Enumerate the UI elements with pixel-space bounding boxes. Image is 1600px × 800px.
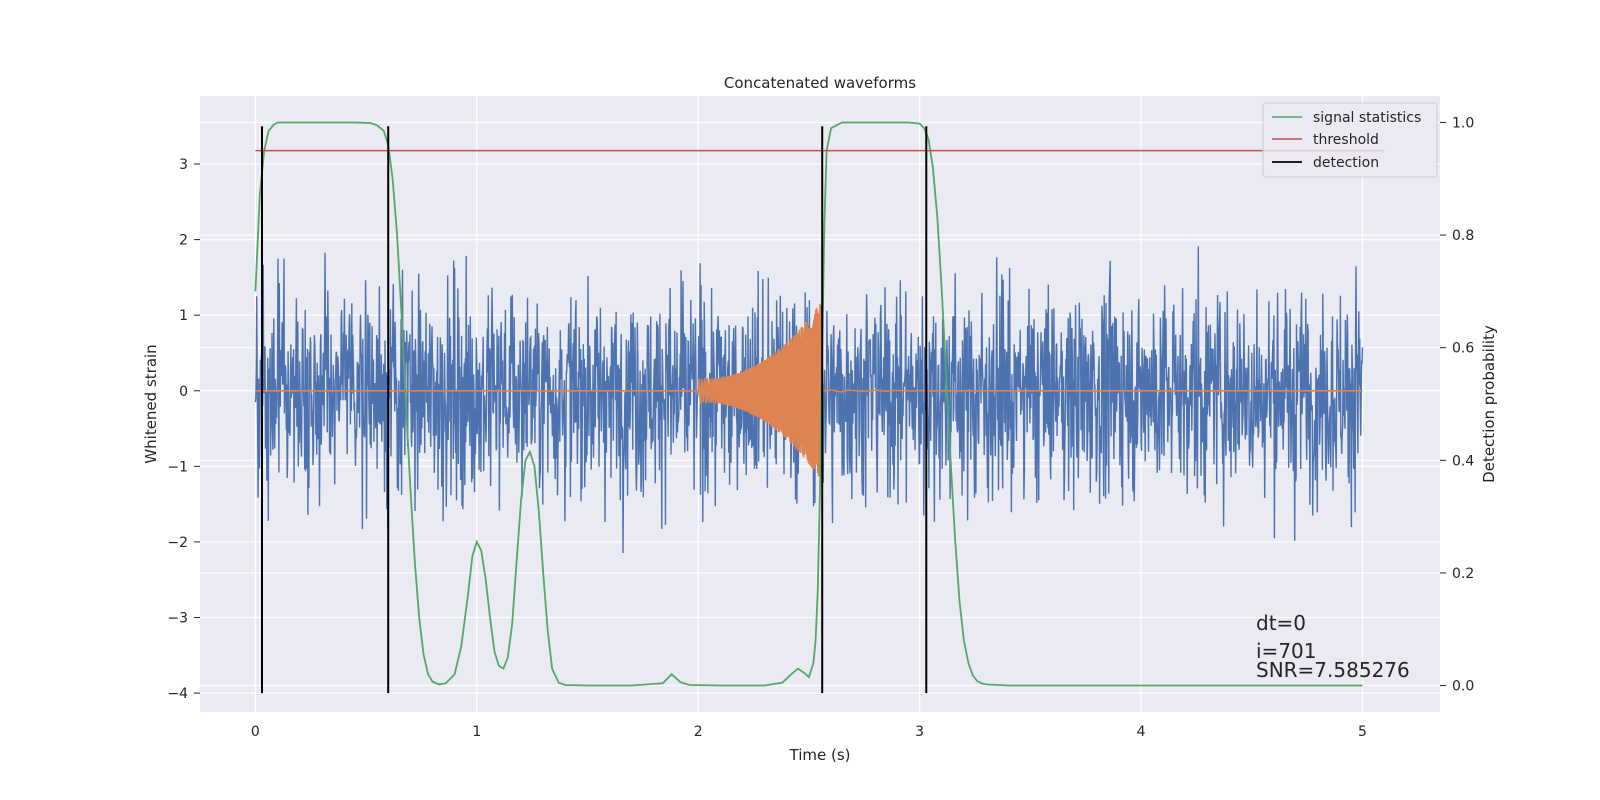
y2-tick-label: 0.2 [1452, 566, 1474, 582]
y2-tick-label: 0.6 [1452, 341, 1474, 357]
y-tick-label: 3 [179, 157, 188, 173]
x-tick-label: 0 [251, 724, 260, 740]
y-axis-label: Whitened strain [142, 344, 160, 463]
y-tick-labels: −4 −3 −2 −1 0 1 2 3 [167, 157, 200, 702]
y2-tick-label: 1.0 [1452, 115, 1474, 131]
y2-tick-label: 0.0 [1452, 679, 1474, 695]
y-tick-label: 1 [179, 308, 188, 324]
annotation-dt: dt=0 [1256, 611, 1306, 635]
x-tick-labels: 0 1 2 3 4 5 [251, 724, 1367, 740]
y2-axis-label: Detection probability [1480, 325, 1498, 483]
y2-tick-label: 0.4 [1452, 453, 1474, 469]
x-tick-label: 1 [472, 724, 481, 740]
signal-statistics-line [254, 121, 1363, 687]
x-tick-label: 2 [694, 724, 703, 740]
y-tick-label: −4 [167, 686, 188, 702]
chart-title: Concatenated waveforms [724, 74, 916, 92]
legend-box [1262, 102, 1438, 178]
annotation-snr: SNR=7.585276 [1256, 658, 1410, 682]
y-tick-label: 2 [179, 233, 188, 249]
x-tick-label: 4 [1137, 724, 1146, 740]
y2-tick-label: 0.8 [1452, 228, 1474, 244]
x-tick-label: 5 [1358, 724, 1367, 740]
y-tick-label: 0 [179, 384, 188, 400]
template-line [255, 303, 1363, 479]
legend-label-detection: detection [1313, 155, 1379, 171]
legend: signal statistics threshold detection [1262, 102, 1438, 178]
y-tick-label: −2 [167, 535, 188, 551]
x-tick-label: 3 [915, 724, 924, 740]
y2-tick-labels: 0.0 0.2 0.4 0.6 0.8 1.0 [1440, 115, 1474, 695]
x-axis-label: Time (s) [789, 746, 851, 764]
legend-label-signal-statistics: signal statistics [1313, 110, 1421, 126]
legend-label-threshold: threshold [1313, 132, 1379, 148]
signal-statistics-series [254, 121, 1363, 687]
y-tick-label: −1 [167, 459, 188, 475]
template-series [255, 303, 1363, 479]
detection-series [261, 126, 928, 694]
y-tick-label: −3 [167, 611, 188, 627]
annotation-index: i=701 [1256, 639, 1317, 663]
